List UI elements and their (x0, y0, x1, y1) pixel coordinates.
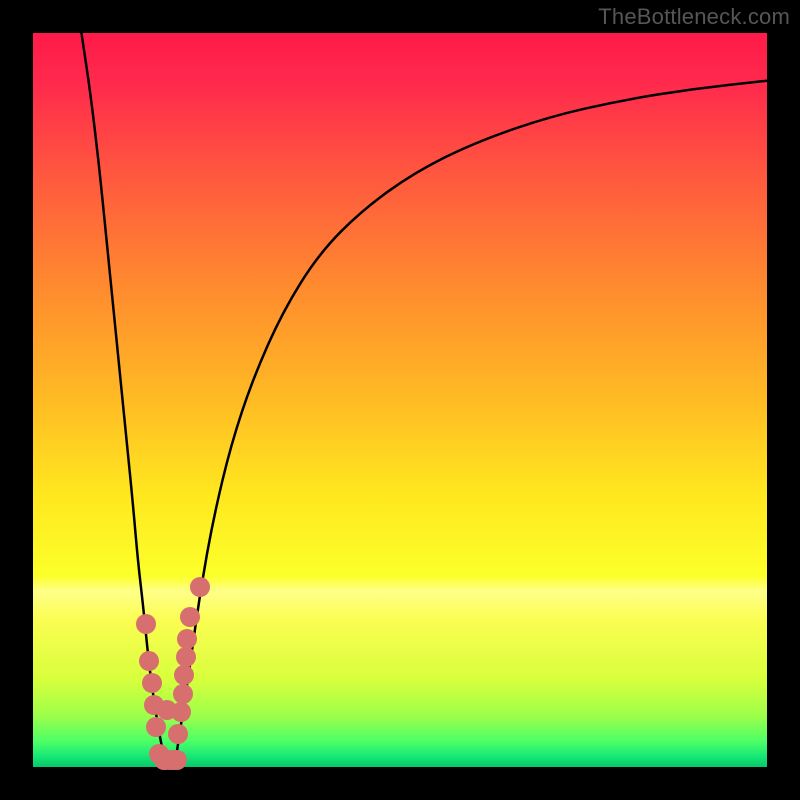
data-marker (136, 614, 156, 634)
data-marker (142, 673, 162, 693)
data-marker (190, 577, 210, 597)
plot-area (33, 33, 767, 767)
data-marker (177, 629, 197, 649)
watermark-text: TheBottleneck.com (598, 4, 790, 30)
data-marker (173, 684, 193, 704)
data-marker (171, 702, 191, 722)
data-marker (176, 647, 196, 667)
data-marker (146, 717, 166, 737)
data-marker (174, 665, 194, 685)
data-marker (167, 750, 187, 770)
data-marker (139, 651, 159, 671)
data-markers (33, 33, 767, 767)
chart-frame: TheBottleneck.com (0, 0, 800, 800)
data-marker (180, 607, 200, 627)
data-marker (168, 724, 188, 744)
